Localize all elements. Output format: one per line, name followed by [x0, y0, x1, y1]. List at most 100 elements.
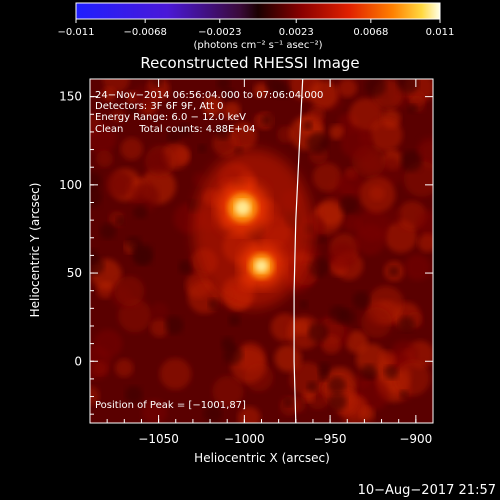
texture-blob: [90, 123, 117, 154]
y-axis-ticks: 0 50 100 150: [59, 78, 433, 415]
texture-hole: [352, 291, 371, 309]
info-counts: Clean Total counts: 4.88E+04: [95, 124, 255, 135]
texture-hole: [90, 171, 102, 191]
texture-blob: [417, 233, 433, 253]
texture-blob: [131, 85, 155, 109]
texture-blob: [316, 199, 344, 226]
texture-hole: [328, 376, 346, 394]
texture-blob: [348, 97, 384, 133]
x-tick-label: −1050: [138, 432, 179, 446]
info-detectors: Detectors: 3F 6F 9F, Att 0: [95, 101, 223, 112]
texture-hole: [306, 381, 318, 392]
texture-hole: [308, 257, 329, 278]
texture-hole: [388, 266, 399, 277]
texture-blob: [191, 171, 206, 186]
texture-hole: [208, 298, 220, 310]
texture-hole: [339, 195, 358, 213]
texture-blob: [120, 137, 143, 161]
info-time-range: 24−Nov−2014 06:56:04.000 to 07:06:04.000: [95, 90, 323, 101]
texture-blob: [361, 307, 393, 338]
y-tick-label: 100: [59, 178, 82, 192]
texture-blob: [395, 360, 431, 396]
info-energy-range: Energy Range: 6.0 − 12.0 keV: [95, 112, 246, 123]
texture-hole: [177, 123, 192, 138]
texture-hole: [151, 79, 163, 87]
texture-blob: [370, 118, 403, 152]
texture-blob: [321, 334, 341, 355]
texture-hole: [308, 322, 329, 343]
texture-blob: [359, 176, 396, 213]
texture-hole: [261, 114, 273, 126]
colorbar-tick-label: −0.0023: [198, 27, 241, 38]
texture-blob: [417, 135, 433, 164]
texture-blob: [96, 150, 113, 168]
texture-hole: [221, 336, 235, 350]
texture-blob: [274, 344, 302, 372]
colorbar-tick-label: −0.011: [57, 27, 94, 38]
texture-blob: [308, 106, 325, 123]
colorbar-tick-label: 0.0068: [353, 27, 388, 38]
texture-hole: [164, 316, 184, 335]
x-tick-label: −1000: [224, 432, 265, 446]
texture-hole: [127, 105, 137, 115]
texture-hole: [307, 132, 329, 154]
texture-blob: [130, 182, 160, 212]
texture-blob: [90, 386, 100, 406]
texture-hole: [318, 370, 329, 382]
texture-blob: [354, 224, 386, 256]
texture-hole: [124, 385, 143, 404]
source-peak-1: [254, 259, 269, 273]
texture-hole: [329, 305, 348, 323]
texture-hole: [399, 390, 409, 399]
texture-blob: [202, 96, 223, 117]
texture-blob: [159, 358, 192, 390]
texture-blob: [294, 319, 311, 336]
texture-blob: [90, 345, 112, 380]
texture-blob: [378, 350, 396, 368]
texture-blob: [416, 210, 433, 239]
texture-blob: [212, 375, 244, 407]
texture-hole: [222, 88, 235, 101]
texture-hole: [361, 364, 377, 380]
texture-hole: [115, 216, 126, 226]
colorbar: [75, 2, 441, 20]
texture-hole: [228, 314, 241, 327]
texture-blob: [150, 318, 170, 338]
texture-blob: [329, 124, 345, 140]
texture-hole: [266, 79, 283, 92]
texture-blob: [328, 242, 356, 270]
y-tick-label: 0: [74, 354, 82, 368]
texture-hole: [133, 204, 148, 219]
peak-position-label: Position of Peak = [−1001,87]: [95, 400, 246, 411]
texture-blob: [114, 358, 134, 378]
texture-blob: [141, 399, 168, 423]
texture-hole: [397, 79, 419, 94]
solar-limb-curve: [293, 79, 304, 423]
texture-hole: [90, 186, 102, 208]
texture-blob: [110, 109, 125, 124]
texture-hole: [299, 300, 308, 309]
texture-hole: [216, 79, 231, 91]
y-axis-label: Heliocentric Y (arcsec): [28, 183, 42, 318]
texture-hole: [302, 120, 313, 131]
texture-hole: [203, 404, 223, 423]
chart-title: Reconstructed RHESSI Image: [140, 54, 359, 72]
colorbar-tick-label: 0.011: [426, 27, 455, 38]
texture-hole: [215, 124, 231, 140]
x-axis-ticks: −1050 −1000 −950 −900: [106, 79, 434, 446]
texture-blob: [237, 406, 261, 423]
x-tick-label: −950: [314, 432, 347, 446]
texture-hole: [365, 79, 387, 97]
texture-blob: [114, 276, 145, 307]
texture-blob: [337, 171, 365, 199]
texture-blob: [150, 302, 169, 321]
y-tick-label: 150: [59, 90, 82, 104]
colorbar-tick-label: 0.0023: [279, 27, 314, 38]
texture-blob: [309, 80, 339, 110]
texture-blob: [146, 150, 170, 174]
texture-blob: [118, 298, 152, 333]
texture-hole: [134, 247, 152, 265]
texture-hole: [99, 223, 116, 240]
texture-blob: [105, 170, 133, 198]
